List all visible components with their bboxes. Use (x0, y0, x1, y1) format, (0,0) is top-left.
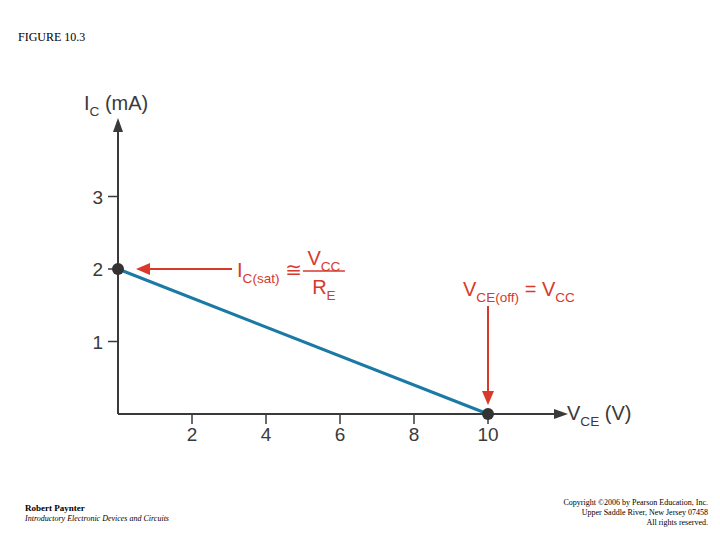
plot-area (112, 263, 494, 420)
x-tick-label: 8 (409, 424, 420, 445)
arrow (487, 306, 489, 394)
x-axis-label: VCE (V) (567, 402, 631, 429)
text-run: (mA) (99, 92, 148, 114)
text-run: R (312, 276, 326, 298)
arrow-head (482, 391, 494, 405)
text-run: = V (519, 278, 556, 300)
annotation-numerator: VCC (307, 247, 340, 274)
text-run: V (463, 278, 477, 300)
text-run: ≅ (280, 259, 302, 281)
text-run: V (307, 247, 321, 269)
subscript: CE (580, 414, 599, 429)
subscript: C(sat) (243, 271, 280, 286)
footer-left: Introductory Electronic Devices and Circ… (24, 514, 169, 523)
y-tick (108, 196, 118, 198)
arrow-head (136, 263, 150, 275)
footer-left: Robert Paynter (25, 503, 85, 513)
footer-right: Copyright ©2006 by Pearson Education, In… (564, 498, 709, 507)
annotation: VCE(off) = VCC (463, 278, 575, 305)
y-axis-label: IC (mA) (84, 92, 148, 119)
footer-right: Upper Saddle River, New Jersey 07458 (582, 508, 708, 517)
y-tick (108, 341, 118, 343)
point (112, 263, 124, 275)
x-tick (339, 414, 341, 424)
x-tick-label: 4 (261, 424, 272, 445)
figure-label: FIGURE 10.3 (18, 30, 85, 44)
subscript: E (327, 288, 336, 303)
x-tick-label: 2 (187, 424, 198, 445)
fraction-bar (303, 270, 345, 272)
x-tick (191, 414, 193, 424)
text-run: (V) (599, 402, 631, 424)
x-tick (413, 414, 415, 424)
x-axis-arrow (554, 409, 568, 419)
y-tick-label: 1 (92, 332, 103, 353)
arrow (148, 268, 232, 270)
y-axis-arrow (113, 118, 123, 132)
x-tick-label: 6 (335, 424, 346, 445)
footer-right: All rights reserved. (646, 518, 708, 527)
load-line (118, 269, 488, 414)
point (482, 408, 494, 420)
subscript: CC (555, 290, 575, 305)
y-tick-label: 2 (92, 259, 103, 280)
subscript: C (90, 104, 100, 119)
text-run: V (567, 402, 581, 424)
x-tick (265, 414, 267, 424)
x-tick-label: 10 (477, 424, 498, 445)
annotation: IC(sat) ≅ (237, 259, 302, 286)
figure: FIGURE 10.3123246810IC (mA)VCE (V)IC(sat… (0, 0, 720, 540)
subscript: CE(off) (476, 290, 519, 305)
y-tick-label: 3 (92, 187, 103, 208)
annotation-denominator: RE (312, 276, 336, 303)
